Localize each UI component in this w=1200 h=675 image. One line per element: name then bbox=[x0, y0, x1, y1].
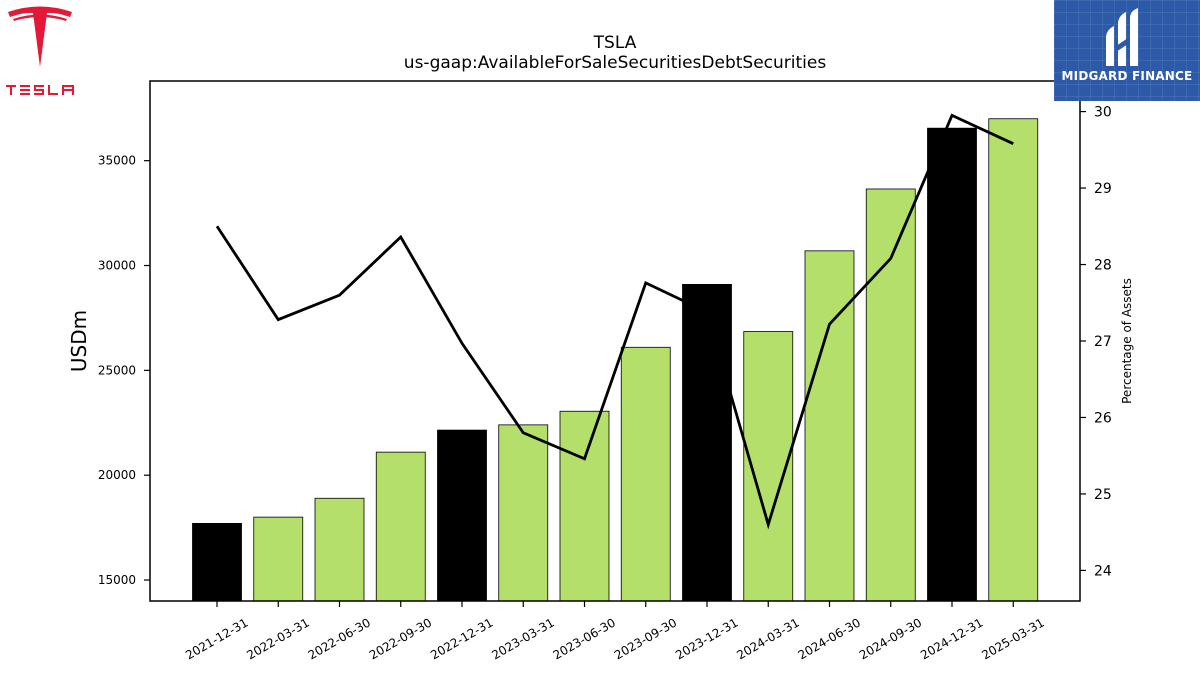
y-right-tick-label: 26 bbox=[1094, 410, 1112, 426]
chart-subtitle: us-gaap:AvailableForSaleSecuritiesDebtSe… bbox=[404, 53, 827, 73]
line-series bbox=[215, 113, 1014, 530]
y-axis-left: 15000 20000 25000 30000 35000 bbox=[98, 154, 150, 587]
midgard-finance-logo: MIDGARD FINANCE bbox=[1054, 0, 1200, 101]
bar bbox=[437, 429, 487, 602]
x-tick-label: 2023-06-30 bbox=[551, 615, 618, 662]
bar bbox=[682, 283, 732, 602]
bar bbox=[192, 523, 242, 602]
y-axis-right: 24 25 26 27 28 29 30 bbox=[1080, 105, 1112, 579]
x-tick-label: 2022-12-31 bbox=[428, 615, 495, 662]
y-right-tick-label: 25 bbox=[1094, 487, 1112, 503]
x-tick-label: 2022-06-30 bbox=[306, 615, 373, 662]
tesla-wordmark bbox=[6, 85, 74, 95]
x-tick-label: 2021-12-31 bbox=[183, 615, 250, 662]
x-tick-label: 2022-03-31 bbox=[244, 615, 311, 662]
bar bbox=[988, 118, 1039, 602]
x-tick-label: 2023-09-30 bbox=[612, 615, 679, 662]
x-tick-label: 2024-09-30 bbox=[857, 615, 924, 662]
y-right-tick-label: 28 bbox=[1094, 258, 1112, 274]
bar bbox=[314, 497, 365, 602]
y-left-tick-label: 20000 bbox=[98, 468, 136, 482]
bar bbox=[865, 188, 916, 602]
y-right-tick-label: 29 bbox=[1094, 181, 1112, 197]
y-left-tick-label: 25000 bbox=[98, 363, 136, 377]
bar bbox=[804, 250, 855, 602]
x-tick-label: 2023-03-31 bbox=[489, 615, 556, 662]
tesla-logo bbox=[0, 0, 80, 100]
midgard-mark-icon bbox=[1106, 8, 1138, 66]
bar bbox=[559, 410, 610, 602]
bar bbox=[375, 451, 426, 602]
bar bbox=[498, 424, 549, 602]
y-right-tick-label: 30 bbox=[1094, 105, 1112, 121]
bar-series bbox=[192, 118, 1039, 602]
x-axis: 2021-12-312022-03-312022-06-302022-09-30… bbox=[183, 601, 1047, 662]
y-left-tick-label: 15000 bbox=[98, 573, 136, 587]
y-left-tick-label: 30000 bbox=[98, 259, 136, 273]
midgard-wordmark: MIDGARD FINANCE bbox=[1061, 69, 1193, 83]
x-tick-label: 2024-06-30 bbox=[796, 615, 863, 662]
bar bbox=[927, 127, 977, 602]
x-tick-label: 2024-03-31 bbox=[734, 615, 801, 662]
y-right-tick-label: 27 bbox=[1094, 334, 1112, 350]
x-tick-label: 2023-12-31 bbox=[673, 615, 740, 662]
x-tick-label: 2022-09-30 bbox=[367, 615, 434, 662]
tesla-t-icon bbox=[8, 6, 72, 67]
y-left-tick-label: 35000 bbox=[98, 154, 136, 168]
y-axis-right-label: Percentage of Assets bbox=[1120, 278, 1134, 404]
y-right-tick-label: 24 bbox=[1094, 563, 1112, 579]
bar bbox=[620, 346, 671, 602]
y-axis-left-label: USDm bbox=[67, 310, 91, 372]
bar bbox=[253, 516, 304, 602]
x-tick-label: 2025-03-31 bbox=[979, 615, 1046, 662]
x-tick-label: 2024-12-31 bbox=[918, 615, 985, 662]
line-path bbox=[215, 113, 1014, 530]
chart-title: TSLA bbox=[593, 33, 637, 53]
